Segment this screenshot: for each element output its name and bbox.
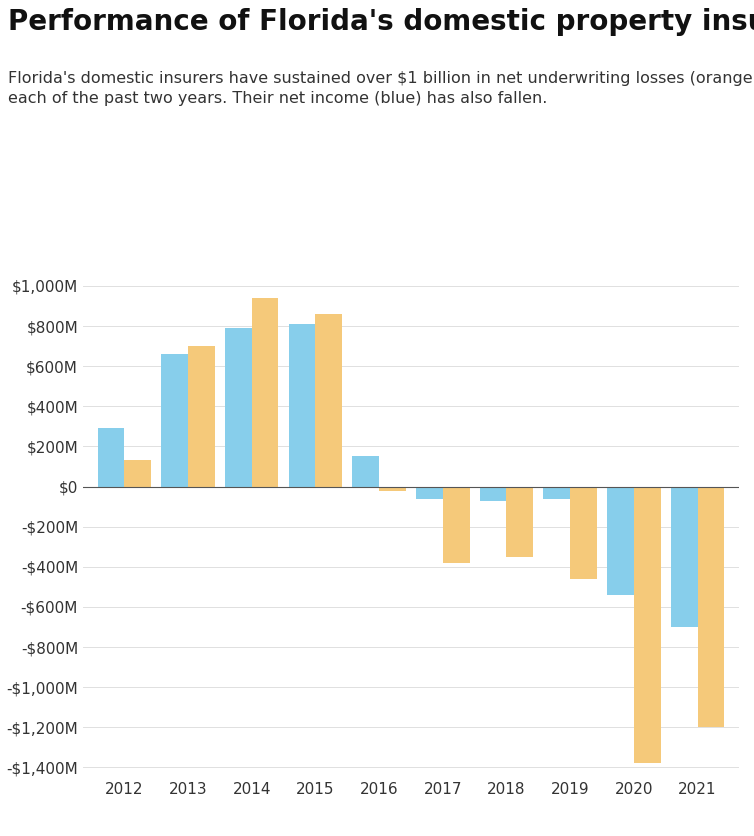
Bar — [352, 456, 379, 487]
Bar — [97, 428, 124, 487]
Bar — [443, 487, 470, 563]
Bar — [161, 354, 188, 487]
Bar — [124, 461, 151, 487]
Bar — [671, 487, 697, 627]
Bar — [252, 298, 278, 487]
Bar — [289, 324, 315, 487]
Bar — [188, 346, 215, 487]
Bar — [570, 487, 597, 579]
Bar — [607, 487, 634, 595]
Bar — [634, 487, 661, 763]
Bar — [697, 487, 725, 727]
Bar — [225, 328, 252, 487]
Text: Performance of Florida's domestic property insurers: Performance of Florida's domestic proper… — [8, 8, 754, 36]
Bar — [416, 487, 443, 498]
Bar — [544, 487, 570, 498]
Text: Florida's domestic insurers have sustained over $1 billion in net underwriting l: Florida's domestic insurers have sustain… — [8, 71, 754, 106]
Bar — [507, 487, 533, 557]
Bar — [480, 487, 507, 501]
Bar — [379, 487, 406, 491]
Bar — [315, 314, 342, 487]
